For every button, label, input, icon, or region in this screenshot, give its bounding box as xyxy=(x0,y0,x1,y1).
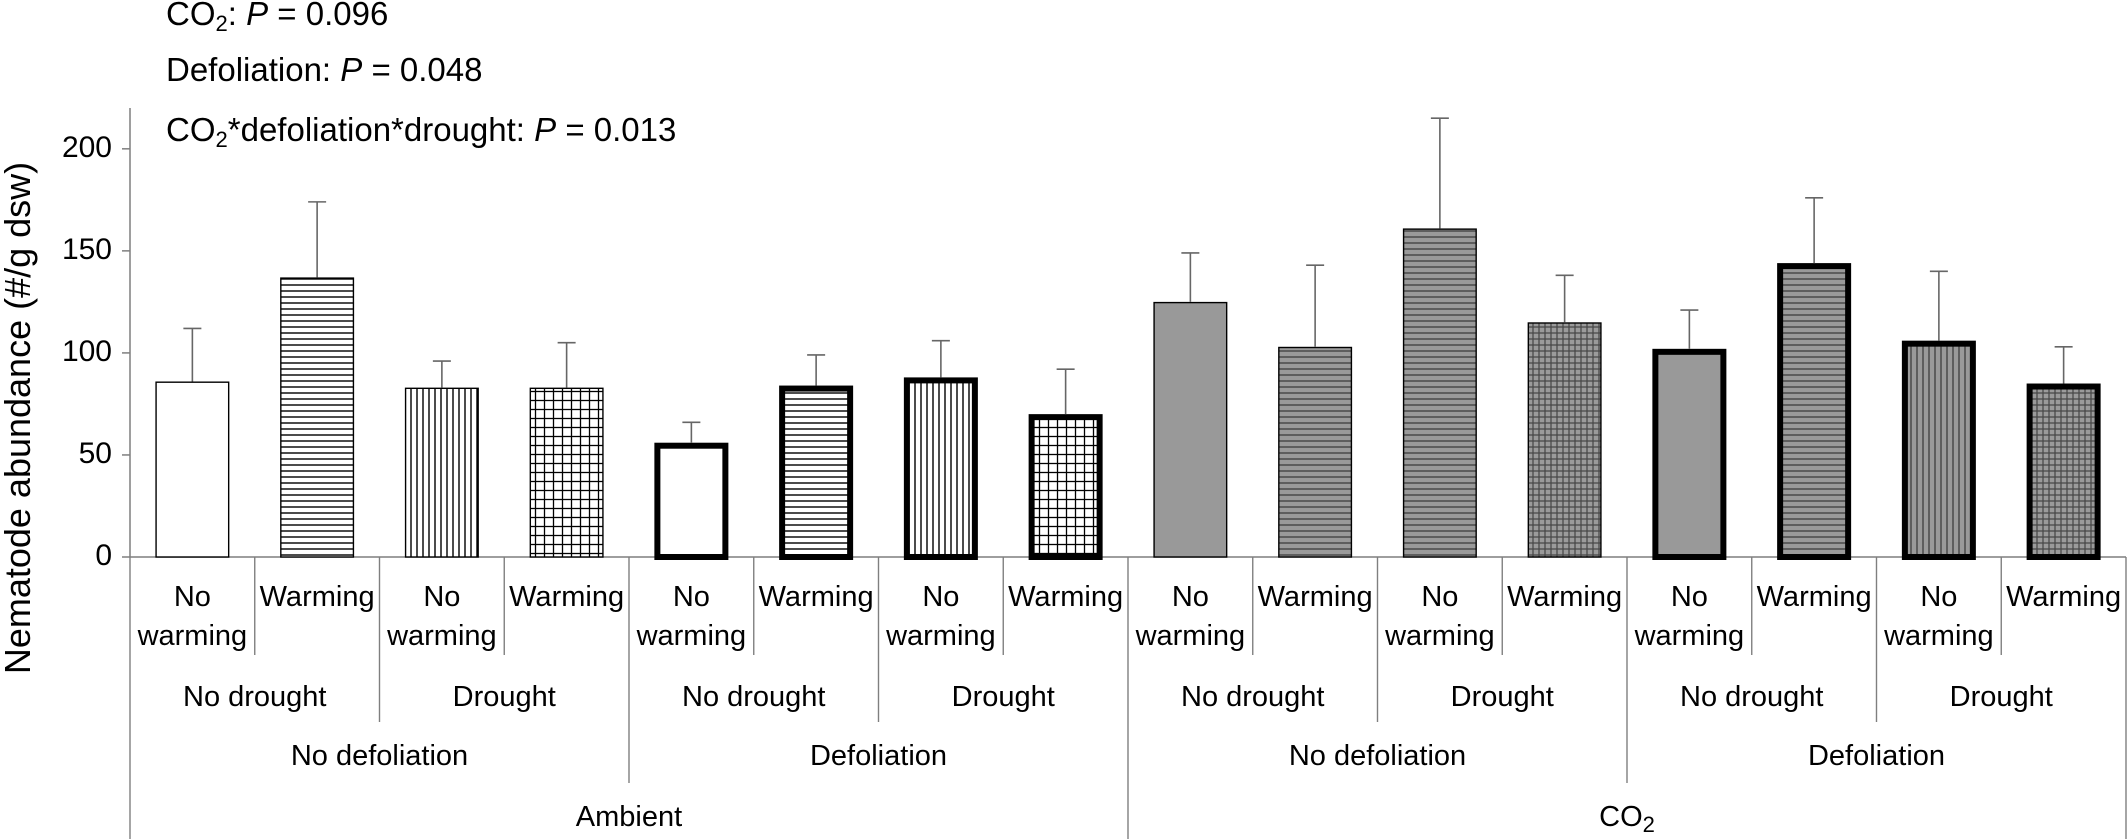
bar xyxy=(903,377,978,560)
x-tick-label-warming: No warming xyxy=(886,581,996,652)
bar xyxy=(1278,346,1353,558)
x-group-label-drought: Drought xyxy=(452,681,556,713)
bar xyxy=(1153,301,1228,558)
x-group-label-drought: Drought xyxy=(951,681,1055,713)
x-tick-label-warming: No warming xyxy=(137,581,248,652)
x-tick-label-warming: Warming xyxy=(1507,581,1623,613)
x-group-label-co2: Ambient xyxy=(575,801,683,833)
x-tick-label-warming: No warming xyxy=(387,581,497,652)
bar xyxy=(1527,322,1602,558)
bar xyxy=(1652,348,1727,560)
bar xyxy=(1777,263,1852,560)
x-tick-label-warming: Warming xyxy=(1257,581,1373,613)
y-tick-label: 200 xyxy=(61,130,112,164)
bar xyxy=(1402,228,1477,558)
bar xyxy=(2026,383,2101,561)
bar xyxy=(280,277,355,558)
x-tick-label-warming: Warming xyxy=(259,581,375,613)
bars xyxy=(155,228,2101,561)
x-tick-label-warming: Warming xyxy=(758,581,874,613)
x-tick-label-warming: No warming xyxy=(1135,581,1246,652)
co2-p-annotation: CO2: P = 0.096 xyxy=(166,0,389,36)
interaction-p-annotation: CO2*defoliation*drought: P = 0.013 xyxy=(166,111,677,152)
x-group-label-defoliation: No defoliation xyxy=(290,740,469,772)
x-group-label-defoliation: Defoliation xyxy=(809,740,948,772)
x-group-label-drought: No drought xyxy=(1680,681,1824,713)
y-tick-label: 150 xyxy=(61,232,112,266)
x-tick-label-warming: No warming xyxy=(636,581,747,652)
y-tick-label: 0 xyxy=(95,539,112,572)
bar xyxy=(1901,340,1976,560)
x-group-label-drought: No drought xyxy=(1181,681,1325,713)
x-group-label-defoliation: Defoliation xyxy=(1807,740,1946,772)
x-tick-label-warming: Warming xyxy=(1008,581,1124,613)
x-group-label-drought: Drought xyxy=(1450,681,1554,713)
x-group-label-drought: No drought xyxy=(183,681,327,713)
bar xyxy=(155,381,230,558)
bar xyxy=(404,387,479,558)
x-tick-label-warming: No warming xyxy=(1884,581,1994,652)
bar xyxy=(779,385,854,560)
category-dividers xyxy=(129,557,2127,839)
error-bars xyxy=(183,117,2073,443)
bar xyxy=(1028,414,1103,560)
defoliation-p-annotation: Defoliation: P = 0.048 xyxy=(166,51,483,88)
y-tick-label: 50 xyxy=(78,436,112,470)
x-group-label-drought: No drought xyxy=(682,681,826,713)
bar xyxy=(654,442,729,560)
x-tick-label-warming: No warming xyxy=(1385,581,1495,652)
x-group-label-drought: Drought xyxy=(1949,681,2053,713)
x-tick-label-warming: Warming xyxy=(2006,581,2122,613)
x-tick-label-warming: Warming xyxy=(1756,581,1872,613)
bar xyxy=(529,387,604,558)
x-group-label-co2: CO2 xyxy=(1599,801,1655,837)
y-tick-label: 100 xyxy=(61,334,112,368)
x-tick-label-warming: No warming xyxy=(1634,581,1745,652)
x-tick-label-warming: Warming xyxy=(509,581,625,613)
x-group-label-defoliation: No defoliation xyxy=(1288,740,1467,772)
